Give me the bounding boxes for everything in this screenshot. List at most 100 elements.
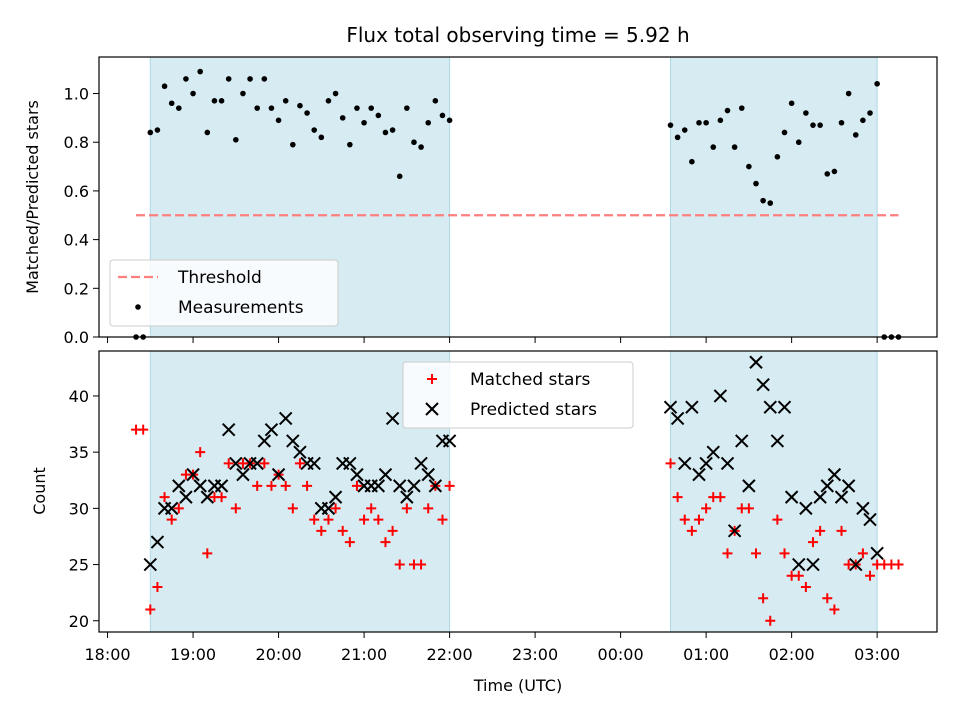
predicted-star-point — [663, 400, 678, 414]
predicted-star-point — [229, 456, 243, 471]
matched-star-point — [380, 537, 391, 548]
matched-star-point — [373, 514, 384, 525]
matched-star-point — [800, 582, 811, 593]
predicted-star-point — [863, 512, 877, 527]
predicted-star-point — [193, 479, 207, 493]
predicted-star-point — [827, 467, 842, 482]
predicted-star-point — [343, 456, 357, 471]
measurement-point — [368, 105, 375, 111]
x-tick-label: 01:00 — [683, 645, 729, 664]
top-legend-box — [109, 259, 339, 327]
measurement-point — [204, 129, 211, 136]
matched-star-point — [701, 503, 712, 514]
measurement-point — [168, 100, 175, 107]
top-shaded-interval — [669, 56, 878, 338]
matched-star-point — [772, 514, 783, 525]
predicted-star-point — [321, 501, 336, 516]
predicted-star-point — [200, 490, 215, 504]
measurement-point — [439, 112, 446, 119]
bottom-x-ticks: 18:00 19:00 20:00 21:00 22:00 23:00 00:00 01:00… — [84, 632, 900, 664]
measurement-point — [696, 119, 702, 126]
measurement-point — [247, 76, 253, 82]
measurement-point — [774, 154, 781, 160]
measurement-point — [361, 119, 367, 126]
predicted-star-point — [870, 546, 884, 561]
predicted-star-point — [293, 445, 307, 459]
matched-star-point — [815, 525, 826, 536]
predicted-star-point — [393, 479, 407, 493]
predicted-star-point — [371, 479, 386, 493]
measurement-point — [176, 105, 182, 111]
measurement-point — [788, 100, 795, 107]
bottom-y-axis-label: Count — [30, 467, 49, 515]
measurement-point — [389, 127, 396, 133]
measurement-point — [838, 119, 845, 126]
x-axis-label: Time (UTC) — [473, 676, 562, 695]
predicted-star-point — [713, 389, 728, 403]
matched-star-point — [366, 503, 377, 514]
predicted-star-point — [250, 456, 264, 471]
predicted-star-point — [186, 467, 200, 482]
x-tick-label: 18:00 — [84, 645, 130, 664]
top-y-axis-label: Matched/Predicted stars — [23, 100, 42, 294]
measurement-point — [254, 105, 260, 111]
measurement-point — [147, 129, 154, 136]
measurement-point — [810, 122, 816, 128]
predicted-star-point — [699, 456, 713, 471]
bottom-y-tick-label: 35 — [69, 443, 89, 462]
top-data-layer — [133, 68, 902, 340]
matched-star-point — [138, 424, 149, 435]
measurement-point — [852, 132, 859, 138]
matched-star-point — [309, 514, 320, 525]
matched-star-point — [195, 447, 206, 458]
measurement-point — [304, 110, 310, 116]
measurement-point — [332, 90, 339, 97]
matched-star-point — [829, 604, 840, 615]
matched-star-point — [672, 492, 683, 503]
measurement-point — [290, 141, 296, 148]
measurement-point — [874, 80, 880, 87]
matched-star-point — [351, 480, 362, 491]
matched-star-point — [437, 514, 448, 525]
matched-star-point — [302, 480, 313, 491]
predicted-star-point — [763, 400, 777, 414]
legend-measurements-label: Measurements — [178, 298, 304, 318]
legend-matched-label: Matched stars — [470, 370, 590, 390]
predicted-star-point — [820, 479, 834, 493]
x-tick-label: 19:00 — [170, 645, 216, 664]
predicted-star-point — [350, 467, 364, 482]
predicted-star-point — [400, 490, 414, 504]
bottom-shaded-intervals — [149, 350, 878, 633]
matched-star-point — [857, 548, 868, 559]
matched-star-point — [722, 548, 733, 559]
measurement-point — [710, 144, 717, 150]
measurement-point — [218, 98, 225, 104]
measurement-point — [831, 168, 838, 175]
measurement-point — [674, 134, 681, 141]
measurement-point — [282, 98, 289, 104]
predicted-star-point — [236, 467, 250, 482]
predicted-star-point — [328, 490, 343, 504]
measurement-point — [268, 105, 275, 111]
measurement-point — [860, 117, 866, 124]
predicted-star-point — [307, 456, 321, 471]
predicted-star-point — [706, 445, 720, 459]
matched-star-point — [259, 458, 270, 469]
bottom-legend-box — [402, 361, 634, 429]
predicted-star-point — [670, 411, 685, 426]
predicted-star-point — [727, 524, 742, 538]
predicted-star-point — [749, 355, 763, 369]
matched-star-point — [751, 548, 762, 559]
matched-star-point — [166, 514, 177, 525]
predicted-star-point — [164, 501, 179, 516]
predicted-star-point — [221, 422, 236, 437]
measurement-point — [190, 90, 196, 97]
matched-star-point — [230, 503, 241, 514]
bottom-y-tick-label: 25 — [69, 556, 89, 575]
predicted-star-point — [214, 479, 229, 493]
predicted-star-point — [834, 490, 849, 504]
measurement-point — [225, 76, 232, 82]
matched-star-point — [359, 514, 370, 525]
matched-star-point — [152, 582, 163, 593]
matched-star-point — [252, 480, 263, 491]
